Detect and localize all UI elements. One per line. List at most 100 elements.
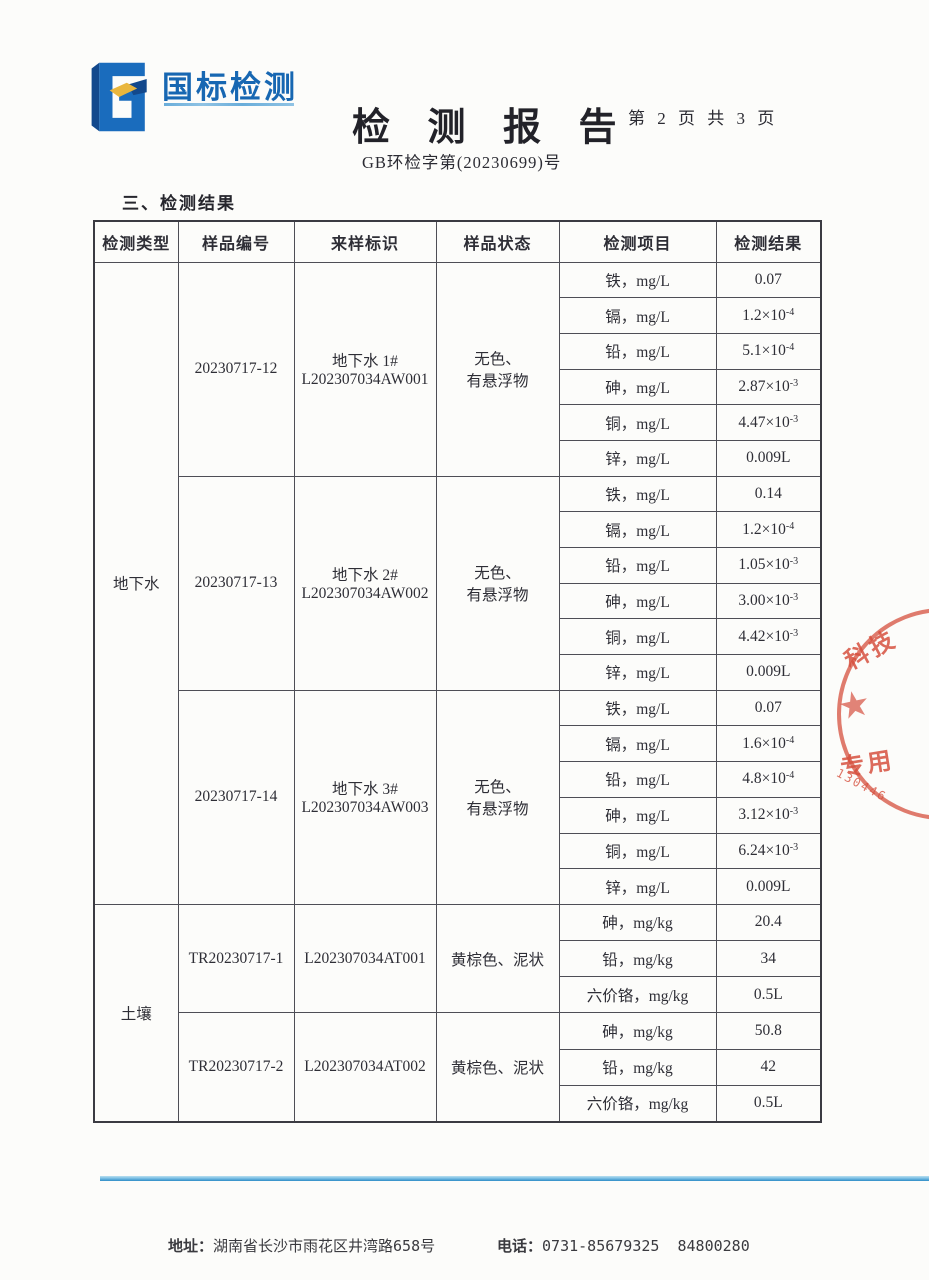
cell-test-result: 5.1×10-4 bbox=[715, 332, 822, 370]
cell-sample-type: 地下水 bbox=[93, 261, 179, 905]
footer-left-column: 地址：湖南省长沙市雨花区井湾路658号 网址：http://www.guobia… bbox=[168, 1189, 466, 1280]
sample-state-line: 黄棕色、泥状 bbox=[450, 1059, 544, 1077]
cell-test-item: 铜，mg/L bbox=[558, 618, 717, 656]
cell-sample-id: 地下水 3# L202307034AW003 bbox=[293, 689, 437, 905]
sample-id-line: L202307034AW002 bbox=[301, 585, 429, 603]
cell-test-result: 34 bbox=[715, 940, 822, 978]
cell-test-result: 50.8 bbox=[715, 1012, 822, 1050]
table-row: 砷，mg/L 3.00×10-3 bbox=[94, 582, 822, 620]
column-header: 检测类型 bbox=[93, 220, 179, 263]
table-row: TR20230717-2 L202307034AT002 黄棕色、泥状 砷，mg/kg… bbox=[94, 1012, 822, 1122]
cell-test-item: 砷，mg/kg bbox=[558, 1012, 717, 1050]
footer-right-column: 电话：0731-85679325 84800280 邮箱：ma85679325@… bbox=[497, 1189, 750, 1280]
sample-state-line: 黄棕色、泥状 bbox=[450, 951, 544, 969]
result-exponent: -4 bbox=[785, 342, 795, 354]
table-row: 砷，mg/L 2.87×10-3 bbox=[94, 368, 822, 406]
cell-test-result: 4.42×10-3 bbox=[715, 618, 822, 656]
phone-value: 0731-85679325 84800280 bbox=[542, 1237, 750, 1255]
cell-test-result: 0.07 bbox=[715, 689, 822, 727]
cell-test-item: 铁，mg/L bbox=[558, 689, 717, 727]
cell-test-result: 2.87×10-3 bbox=[715, 368, 822, 406]
cell-test-item: 铅，mg/kg bbox=[558, 940, 717, 978]
result-exponent: -3 bbox=[789, 413, 799, 425]
cell-test-result: 0.009L bbox=[715, 439, 822, 477]
cell-test-item: 镉，mg/L bbox=[558, 511, 717, 548]
phone-label: 电话： bbox=[497, 1237, 543, 1255]
cell-sample-no: 20230717-14 bbox=[177, 689, 295, 905]
address-value: 湖南省长沙市雨花区井湾路658号 bbox=[213, 1237, 436, 1255]
result-exponent: -3 bbox=[789, 806, 799, 818]
table-row: 20230717-14 地下水 3# L202307034AW003 无色、 有悬浮物铁… bbox=[94, 689, 822, 905]
cell-test-result: 1.2×10-4 bbox=[715, 297, 822, 334]
sample-state-line: 有悬浮物 bbox=[466, 373, 529, 391]
table-row: 铅，mg/L 5.1×10-4 bbox=[94, 332, 822, 370]
table-row: 地下水 20230717-12 地下水 1# L202307034AW001 无色、 有悬… bbox=[93, 261, 822, 905]
company-subtitle-line bbox=[164, 103, 294, 106]
cell-test-result: 0.009L bbox=[715, 654, 822, 691]
table-row: 20230717-13 地下水 2# L202307034AW002 无色、 有悬浮物铁… bbox=[94, 475, 822, 691]
cell-sample-type: 土壤 bbox=[93, 903, 179, 1123]
cell-test-item: 砷，mg/kg bbox=[558, 903, 717, 942]
cell-sample-state: 无色、 有悬浮物 bbox=[435, 475, 560, 691]
cell-test-item: 砷，mg/L bbox=[558, 582, 717, 620]
results-table-header: 检测类型 样品编号 来样标识 样品状态 检测项目 检测结果 bbox=[93, 220, 822, 263]
seal-star-icon: ★ bbox=[834, 682, 875, 728]
seal-bottom-text: 专用 bbox=[838, 747, 897, 783]
seal-circle-outline bbox=[837, 608, 929, 820]
cell-test-item: 六价铬，mg/kg bbox=[558, 1084, 717, 1123]
cell-sample-no: TR20230717-2 bbox=[177, 1012, 295, 1122]
cell-test-result: 6.24×10-3 bbox=[715, 832, 822, 870]
results-table: 检测类型 样品编号 来样标识 样品状态 检测项目 检测结果 地下水 20230717-12 地… bbox=[93, 220, 822, 1123]
sample-state-line: 无色、 bbox=[474, 565, 521, 583]
table-row: 铅，mg/kg 34 bbox=[94, 940, 822, 978]
result-exponent: -4 bbox=[785, 520, 795, 532]
report-number: GB环检字第(20230699)号 bbox=[362, 153, 562, 172]
seal-arc-text: 科技 bbox=[840, 625, 903, 676]
sample-id-line: 地下水 2# bbox=[332, 567, 398, 585]
cell-test-result: 3.00×10-3 bbox=[715, 582, 822, 620]
cell-test-result: 0.009L bbox=[715, 868, 822, 905]
cell-sample-no: 20230717-13 bbox=[177, 475, 295, 691]
table-row: 六价铬，mg/kg 0.5L bbox=[94, 976, 822, 1014]
company-logo-g-icon bbox=[91, 62, 147, 132]
cell-sample-no: 20230717-12 bbox=[177, 261, 295, 477]
sample-id-line: L202307034AT002 bbox=[304, 1057, 426, 1075]
result-exponent: -3 bbox=[789, 841, 799, 853]
seal-serial-number: 130446 bbox=[833, 765, 890, 805]
result-exponent: -4 bbox=[785, 734, 795, 746]
cell-test-result: 0.5L bbox=[715, 1084, 822, 1123]
table-row: 镉，mg/L 1.2×10-4 bbox=[94, 297, 822, 334]
cell-test-item: 铁，mg/L bbox=[558, 475, 717, 513]
sample-state-line: 有悬浮物 bbox=[466, 801, 529, 819]
cell-test-result: 4.8×10-4 bbox=[715, 761, 822, 798]
footer-address-row: 地址：湖南省长沙市雨花区井湾路658号 bbox=[168, 1235, 466, 1258]
result-exponent: -3 bbox=[789, 627, 799, 639]
table-row: 锌，mg/L 0.009L bbox=[94, 654, 822, 691]
cell-test-result: 0.5L bbox=[715, 976, 822, 1014]
cell-test-item: 铅，mg/L bbox=[558, 332, 717, 370]
column-header: 检测结果 bbox=[715, 220, 822, 263]
result-exponent: -3 bbox=[789, 556, 799, 568]
result-exponent: -3 bbox=[789, 592, 799, 604]
cell-sample-state: 无色、 有悬浮物 bbox=[435, 261, 560, 477]
footer-divider-line bbox=[100, 1176, 929, 1181]
cell-sample-id: L202307034AT001 bbox=[293, 903, 437, 1014]
cell-test-result: 4.47×10-3 bbox=[715, 404, 822, 441]
cell-test-result: 1.05×10-3 bbox=[715, 547, 822, 584]
company-brand-text: 国标检测 bbox=[162, 70, 298, 105]
cell-test-result: 0.14 bbox=[715, 475, 822, 513]
cell-test-item: 锌，mg/L bbox=[558, 439, 717, 477]
table-row: 铜，mg/L 6.24×10-3 bbox=[94, 832, 822, 870]
cell-test-result: 20.4 bbox=[715, 903, 822, 942]
cell-test-item: 锌，mg/L bbox=[558, 654, 717, 691]
sample-state-line: 无色、 bbox=[474, 779, 521, 797]
cell-test-item: 铜，mg/L bbox=[558, 832, 717, 870]
sample-state-line: 无色、 bbox=[474, 351, 521, 369]
cell-test-item: 砷，mg/L bbox=[558, 368, 717, 406]
document-title: 检 测 报 告 bbox=[352, 107, 631, 149]
cell-test-result: 1.6×10-4 bbox=[715, 725, 822, 763]
page-number-indicator: 第 2 页 共 3 页 bbox=[628, 109, 779, 128]
cell-sample-state: 无色、 有悬浮物 bbox=[435, 689, 560, 905]
column-header: 样品编号 bbox=[177, 220, 295, 263]
